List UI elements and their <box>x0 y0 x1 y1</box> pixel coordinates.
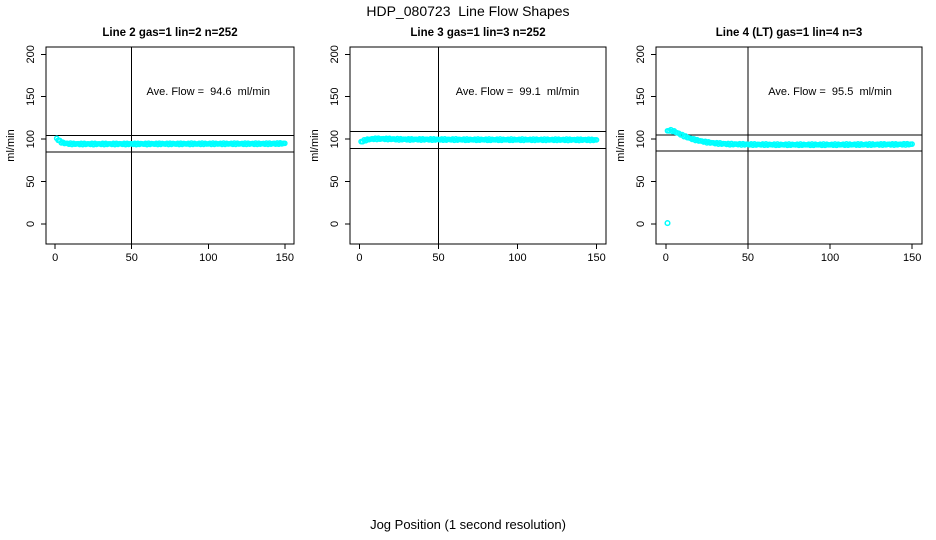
axes: 0 50 100 150 0 50 100 150 200 <box>329 45 606 264</box>
x-tick-label: 0 <box>356 252 362 264</box>
panels-group: Line 2 gas=1 lin=2 n=252 0 50 100 150 0 50 100 1… <box>5 27 923 264</box>
panel-title: Line 2 gas=1 lin=2 n=252 <box>102 27 237 39</box>
y-tick-label: 0 <box>25 221 37 227</box>
reference-lines <box>350 47 606 244</box>
y-tick-label: 0 <box>635 221 647 227</box>
y-tick-label: 100 <box>25 130 37 148</box>
panel-2: Line 3 gas=1 lin=3 n=252 0 50 100 150 0 50 100 1… <box>309 27 607 264</box>
y-tick-label: 50 <box>25 175 37 187</box>
panel-title: Line 3 gas=1 lin=3 n=252 <box>410 27 545 39</box>
y-tick-label: 150 <box>25 88 37 106</box>
y-axis-label: ml/min <box>615 129 627 161</box>
axes: 0 50 100 150 0 50 100 150 200 <box>635 45 921 264</box>
data-points <box>664 126 915 227</box>
x-tick-label: 150 <box>903 252 921 264</box>
plot-box <box>349 46 607 245</box>
plot-box <box>45 46 295 245</box>
plot-box <box>655 46 923 245</box>
y-tick-label: 100 <box>329 130 341 148</box>
x-tick-label: 100 <box>508 252 526 264</box>
x-tick-label: 0 <box>663 252 669 264</box>
x-tick-label: 150 <box>276 252 294 264</box>
ave-flow-annotation: Ave. Flow = 95.5 ml/min <box>768 86 892 98</box>
x-tick-label: 100 <box>199 252 217 264</box>
figure-title: HDP_080723 Line Flow Shapes <box>366 3 569 19</box>
y-tick-label: 200 <box>25 45 37 63</box>
x-tick-label: 100 <box>821 252 839 264</box>
y-tick-label: 50 <box>635 175 647 187</box>
y-axis-label: ml/min <box>309 129 321 161</box>
y-tick-label: 200 <box>635 45 647 63</box>
y-tick-label: 100 <box>635 130 647 148</box>
ave-flow-annotation: Ave. Flow = 99.1 ml/min <box>456 86 580 98</box>
y-tick-label: 150 <box>329 88 341 106</box>
x-tick-label: 50 <box>742 252 754 264</box>
panel-3: Line 4 (LT) gas=1 lin=4 n=3 0 50 100 150 0 50 1… <box>615 27 923 264</box>
data-points <box>358 135 600 145</box>
y-axis-label: ml/min <box>5 129 17 161</box>
x-tick-label: 150 <box>587 252 605 264</box>
x-tick-label: 0 <box>52 252 58 264</box>
y-tick-label: 150 <box>635 88 647 106</box>
data-points <box>53 135 288 148</box>
x-tick-label: 50 <box>432 252 444 264</box>
x-axis-label: Jog Position (1 second resolution) <box>370 517 566 532</box>
panel-title: Line 4 (LT) gas=1 lin=4 n=3 <box>716 27 862 39</box>
y-tick-label: 200 <box>329 45 341 63</box>
y-tick-label: 0 <box>329 221 341 227</box>
outlier-point <box>664 220 671 227</box>
ave-flow-annotation: Ave. Flow = 94.6 ml/min <box>146 86 270 98</box>
panel-1: Line 2 gas=1 lin=2 n=252 0 50 100 150 0 50 100 1… <box>5 27 295 264</box>
x-tick-label: 50 <box>126 252 138 264</box>
axes: 0 50 100 150 0 50 100 150 200 <box>25 45 294 264</box>
y-tick-label: 50 <box>329 175 341 187</box>
